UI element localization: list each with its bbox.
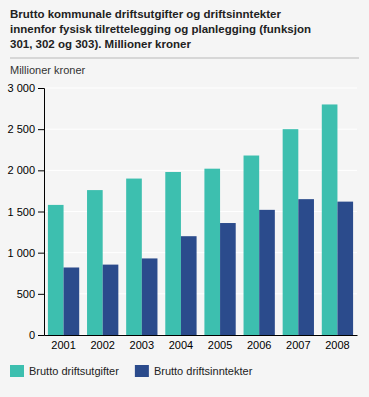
y-axis-title: Millioner kroner xyxy=(10,64,86,76)
series xyxy=(64,199,354,335)
x-tick-label: 2008 xyxy=(325,339,349,351)
title-line: Brutto kommunale driftsutgifter og drift… xyxy=(10,8,281,20)
grid-line xyxy=(44,129,357,130)
grid-line xyxy=(44,88,357,89)
bar xyxy=(298,199,314,335)
x-axis-line xyxy=(45,335,358,336)
title: Brutto kommunale driftsutgifter og drift… xyxy=(10,8,311,50)
y-tick: 1 000 xyxy=(7,247,44,259)
y-tick-label: 1 500 xyxy=(7,206,35,218)
y-tick-label: 2 500 xyxy=(7,123,35,135)
x-tick: 2002 xyxy=(90,339,114,351)
y-tick-label: 500 xyxy=(17,288,35,300)
y-tick-mark xyxy=(38,294,44,295)
x-tick: 2008 xyxy=(325,339,349,351)
bar xyxy=(48,205,64,335)
grid xyxy=(44,88,357,335)
x-tick: 2007 xyxy=(286,339,310,351)
x-tick-label: 2006 xyxy=(247,339,271,351)
title-line: 301, 302 og 303). Millioner kroner xyxy=(10,38,191,50)
legend-item: Brutto driftsinntekter xyxy=(135,365,253,377)
legend-swatch xyxy=(10,365,24,377)
x-tick-label: 2007 xyxy=(286,339,310,351)
bars xyxy=(48,104,353,335)
x-tick: 2001 xyxy=(51,339,75,351)
chart: Brutto kommunale driftsutgifter og drift… xyxy=(0,0,369,397)
y-tick-label: 3 000 xyxy=(7,82,35,94)
legend-item: Brutto driftsutgifter xyxy=(10,365,119,377)
bar xyxy=(165,172,181,335)
y-tick-label: 0 xyxy=(29,329,35,341)
y-tick: 2 500 xyxy=(7,123,44,135)
legend-label: Brutto driftsinntekter xyxy=(154,365,253,377)
bar xyxy=(181,236,197,335)
bar xyxy=(283,129,299,335)
bar xyxy=(64,267,80,335)
y-tick: 1 500 xyxy=(7,206,44,218)
grid-line xyxy=(44,170,357,171)
y-tick-mark xyxy=(38,253,44,254)
legend: Brutto driftsutgifter Brutto driftsinntek… xyxy=(10,365,253,377)
x-tick: 2006 xyxy=(247,339,271,351)
bar xyxy=(337,202,353,335)
y-tick-label: 2 000 xyxy=(7,164,35,176)
x-tick-label: 2005 xyxy=(208,339,232,351)
separator xyxy=(10,58,359,59)
y-tick: 3 000 xyxy=(7,82,44,94)
legend-swatch xyxy=(135,365,149,377)
bar xyxy=(220,223,236,335)
title-line: innenfor fysisk tilrettelegging og planl… xyxy=(10,23,311,35)
y-tick-mark xyxy=(38,335,44,336)
x-tick-label: 2002 xyxy=(90,339,114,351)
x-tick-label: 2001 xyxy=(51,339,75,351)
bar xyxy=(103,265,119,335)
x-axis: 2001 2002 2003 2004 2005 2006 2007 2008 xyxy=(45,336,358,351)
legend-label: Brutto driftsutgifter xyxy=(29,365,119,377)
y-tick: 2 000 xyxy=(7,164,44,176)
y-tick-mark xyxy=(38,88,44,89)
y-tick: 0 xyxy=(29,329,44,341)
bar xyxy=(126,179,142,335)
y-tick-mark xyxy=(38,212,44,213)
y-axis: 0 500 1 000 1 500 2 000 2 500 3 000 xyxy=(7,82,44,341)
x-tick: 2003 xyxy=(130,339,154,351)
bar xyxy=(322,104,338,335)
background xyxy=(0,0,369,397)
bar xyxy=(244,156,260,335)
series xyxy=(48,104,338,335)
x-tick-label: 2003 xyxy=(130,339,154,351)
y-axis-line xyxy=(38,89,45,336)
y-tick: 500 xyxy=(17,288,44,300)
y-tick-label: 1 000 xyxy=(7,247,35,259)
bar xyxy=(259,210,275,335)
y-tick-mark xyxy=(38,170,44,171)
plot: 05001 0001 5002 0002 5003 00020012002200… xyxy=(7,82,357,351)
bar xyxy=(87,190,103,335)
x-tick-label: 2004 xyxy=(169,339,193,351)
y-tick-mark xyxy=(38,129,44,130)
x-tick: 2005 xyxy=(208,339,232,351)
bar xyxy=(204,169,220,335)
bar xyxy=(142,258,158,335)
x-tick: 2004 xyxy=(169,339,193,351)
